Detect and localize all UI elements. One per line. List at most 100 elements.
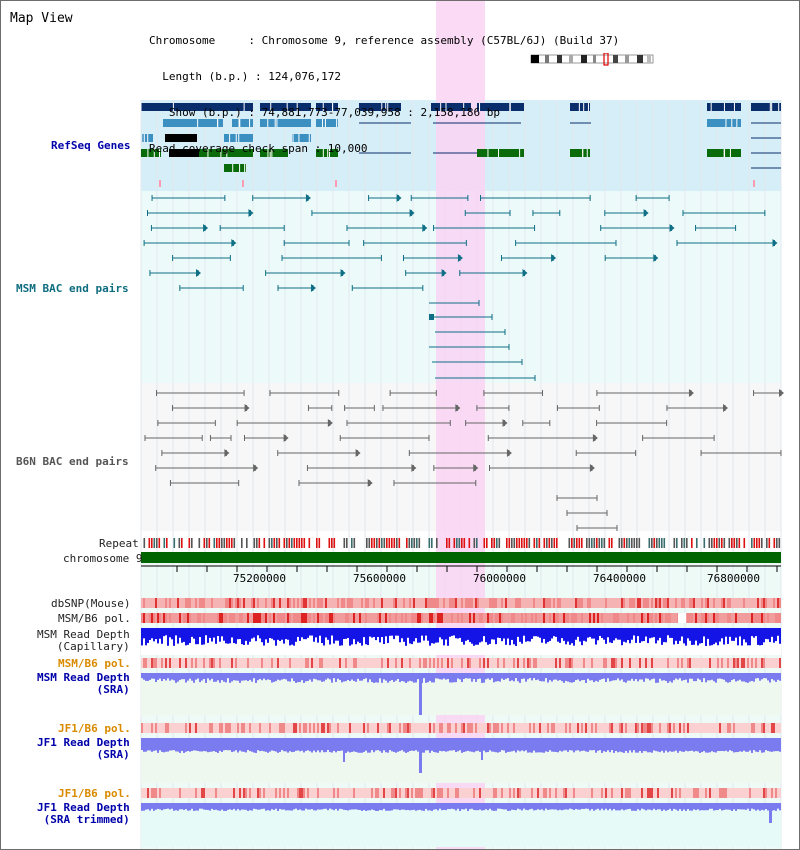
depth-bar <box>715 673 717 683</box>
depth-bar <box>759 628 761 646</box>
depth-bar <box>367 738 369 753</box>
depth-bar <box>247 803 249 811</box>
depth-bar <box>623 738 625 753</box>
depth-bar <box>475 803 477 811</box>
depth-bar <box>599 673 601 680</box>
depth-bar <box>557 803 559 811</box>
repeat-mark <box>166 538 168 548</box>
heat-strip-cell <box>667 613 669 623</box>
depth-bar <box>289 803 291 811</box>
depth-bar <box>429 628 431 646</box>
depth-bar <box>557 673 559 681</box>
heat-strip-cell <box>439 788 441 798</box>
depth-bar <box>389 803 391 811</box>
depth-bar <box>683 673 685 681</box>
depth-bar <box>331 738 333 753</box>
heat-strip-cell <box>151 723 153 733</box>
repeat-mark <box>218 538 221 548</box>
repeat-mark <box>461 538 463 548</box>
depth-bar <box>527 803 529 811</box>
depth-bar <box>501 803 503 810</box>
depth-bar <box>433 803 435 810</box>
repeat-mark <box>758 538 761 548</box>
heat-strip-cell <box>751 658 753 668</box>
track-label-repeat[interactable]: Repeat <box>99 537 139 550</box>
depth-bar <box>483 673 485 683</box>
depth-bar <box>667 628 669 636</box>
depth-bar <box>657 673 659 683</box>
depth-bar <box>757 803 759 810</box>
track-label-msm-depth-sra[interactable]: MSM Read Depth (SRA) <box>37 671 130 696</box>
depth-bar <box>267 673 269 680</box>
heat-strip-cell <box>195 598 197 608</box>
heat-strip-cell <box>413 613 415 623</box>
depth-bar <box>225 803 227 811</box>
heat-strip-cell <box>751 613 753 623</box>
track-label-msm-b6-pol-sra[interactable]: MSM/B6 pol. <box>58 657 131 670</box>
depth-bar <box>289 628 291 646</box>
heat-strip-cell <box>197 613 199 623</box>
heat-strip-cell <box>651 613 653 623</box>
depth-bar <box>277 628 279 640</box>
depth-bar <box>627 673 629 681</box>
depth-bar <box>391 628 393 636</box>
depth-bar <box>509 738 511 752</box>
track-label-refseq[interactable]: RefSeq Genes <box>51 139 131 152</box>
depth-bar <box>691 738 693 751</box>
repeat-mark <box>418 538 421 548</box>
depth-bar <box>447 628 449 646</box>
heat-strip-cell <box>367 723 369 733</box>
depth-bar <box>477 803 479 811</box>
depth-bar <box>385 738 387 753</box>
depth-bar <box>193 738 195 751</box>
track-label-msm-depth-capillary[interactable]: MSM Read Depth (Capillary) <box>37 628 130 653</box>
depth-bar <box>395 803 397 810</box>
track-label-b6n-bac[interactable]: B6N BAC end pairs <box>16 455 129 468</box>
repeat-mark <box>258 538 261 548</box>
repeat-mark <box>768 538 771 548</box>
depth-bar <box>513 628 515 645</box>
heat-strip-cell <box>423 658 425 668</box>
track-label-msm-b6-pol[interactable]: MSM/B6 pol. <box>58 612 131 625</box>
depth-bar <box>149 628 151 641</box>
repeat-mark <box>676 538 678 548</box>
track-label-dbsnp[interactable]: dbSNP(Mouse) <box>51 597 131 610</box>
track-label-jf1-b6-pol[interactable]: JF1/B6 pol. <box>58 722 131 735</box>
heat-strip-cell <box>323 723 325 733</box>
depth-bar <box>469 738 471 752</box>
track-label-jf1-depth-trimmed[interactable]: JF1 Read Depth (SRA trimmed) <box>37 801 130 826</box>
track-label-jf1-depth-sra[interactable]: JF1 Read Depth (SRA) <box>37 736 130 761</box>
depth-bar <box>671 738 673 752</box>
heat-strip-cell <box>217 613 219 623</box>
depth-bar <box>481 673 483 683</box>
track-label-jf1-b6-pol-2[interactable]: JF1/B6 pol. <box>58 787 131 800</box>
repeat-mark <box>633 538 636 548</box>
heat-strip-cell <box>735 658 737 668</box>
heat-strip-cell <box>265 613 267 623</box>
depth-bar <box>549 738 551 751</box>
heat-strip-cell <box>681 658 683 668</box>
heat-strip-cell <box>469 613 471 623</box>
heat-strip-cell <box>431 598 433 608</box>
chromosome-ideogram[interactable] <box>529 53 659 67</box>
repeat-mark <box>651 538 653 548</box>
depth-bar <box>753 628 755 638</box>
depth-bar <box>435 673 437 679</box>
depth-bar <box>417 738 419 752</box>
depth-bar <box>597 738 599 751</box>
refseq-gene <box>199 149 253 157</box>
heat-strip-cell <box>395 598 397 608</box>
heat-strip-cell <box>695 613 697 623</box>
repeat-mark <box>271 538 273 548</box>
depth-bar <box>231 803 233 810</box>
heat-strip-cell <box>303 723 305 733</box>
track-label-msm-bac[interactable]: MSM BAC end pairs <box>16 282 129 295</box>
heat-strip-cell <box>659 723 661 733</box>
depth-bar <box>233 803 235 809</box>
heat-strip-cell <box>649 723 651 733</box>
depth-bar <box>609 803 611 809</box>
depth-bar <box>513 673 515 682</box>
heat-strip-cell <box>547 598 549 608</box>
depth-bar <box>543 628 545 639</box>
heat-strip-cell <box>727 598 729 608</box>
